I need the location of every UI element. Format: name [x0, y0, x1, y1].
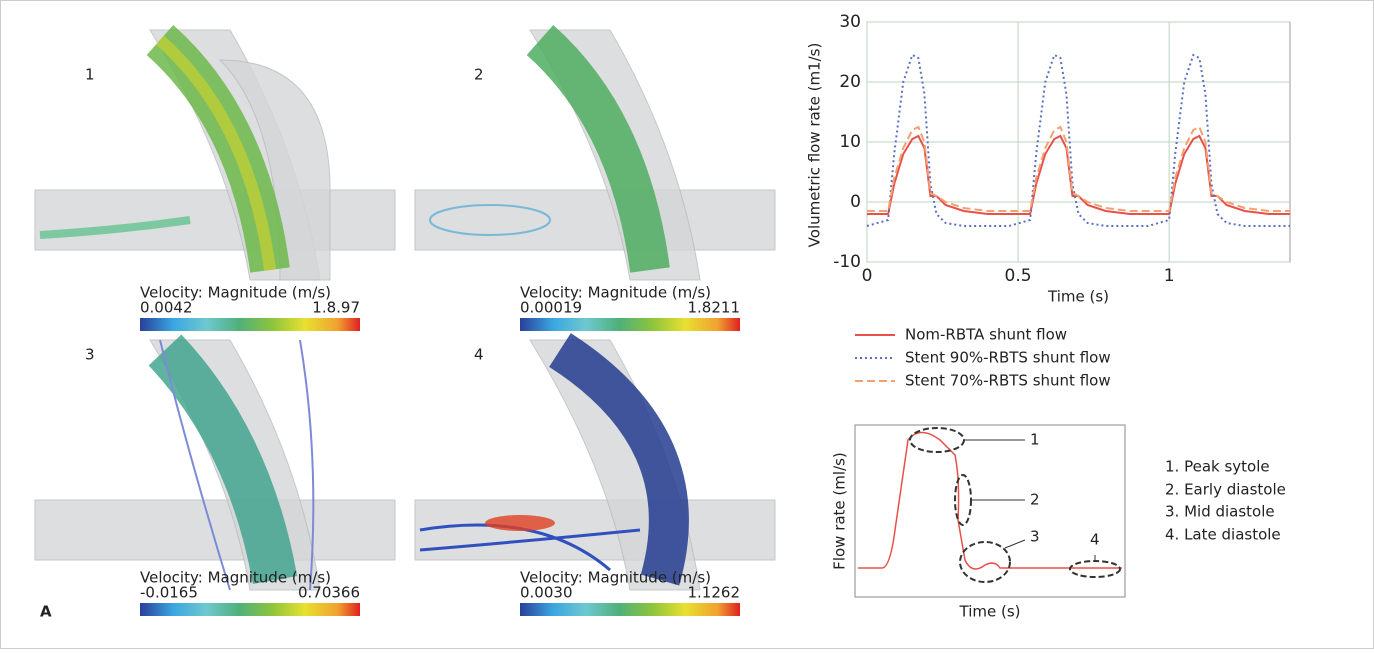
series-line: [867, 125, 1290, 212]
legend-label: Nom-RBTA shunt flow: [905, 326, 1067, 344]
marker: 3: [1030, 528, 1040, 546]
phase: 3. Mid diastole: [1165, 503, 1275, 521]
x-tick-label: 0: [862, 266, 873, 286]
panel-number: 4: [474, 346, 484, 364]
y-tick-label: 10: [839, 132, 861, 152]
panel-number: 2: [474, 66, 484, 84]
schematic: [854, 424, 1126, 598]
colorbar-max: 0.70366: [298, 584, 360, 602]
y-axis-label: Flow rate (ml/s): [831, 452, 849, 570]
y-tick-label: -10: [833, 252, 861, 272]
cfd-image: [34, 334, 396, 591]
x-tick-label: 1: [1164, 266, 1175, 286]
phase: 1. Peak sytole: [1165, 458, 1270, 476]
y-axis-label: Volumetric flow rate (m1/s): [806, 43, 824, 248]
x-axis-label: Time (s): [959, 603, 1021, 621]
panel-number: 1: [85, 66, 95, 84]
cfd-image: [34, 25, 396, 281]
cfd-image: [414, 25, 776, 281]
phase: 2. Early diastole: [1165, 481, 1286, 499]
colorbar-title: Velocity: Magnitude (m/s): [140, 569, 331, 587]
colorbar: [520, 603, 740, 616]
colorbar-max: 1.8211: [688, 299, 741, 317]
colorbar-min: 0.00019: [520, 299, 582, 317]
y-tick-label: 30: [839, 12, 861, 32]
y-tick-label: 20: [839, 72, 861, 92]
marker: 1: [1030, 431, 1040, 449]
x-tick-label: 0.5: [1005, 266, 1032, 286]
colorbar: [140, 318, 360, 331]
colorbar-min: 0.0042: [140, 299, 193, 317]
cfd-image: [414, 333, 776, 591]
colorbar: [140, 603, 360, 616]
phase: 4. Late diastole: [1165, 526, 1281, 544]
colorbar-title: Velocity: Magnitude (m/s): [520, 569, 711, 587]
panel-number: 3: [85, 346, 95, 364]
colorbar-max: 1.8.97: [312, 299, 360, 317]
legend-label: Stent 90%-RBTS shunt flow: [905, 349, 1111, 367]
colorbar-title: Velocity: Magnitude (m/s): [520, 284, 711, 302]
panel-label: A: [40, 603, 52, 621]
colorbar: [520, 318, 740, 331]
colorbar-max: 1.1262: [688, 584, 741, 602]
colorbar-min: 0.0030: [520, 584, 573, 602]
marker: 2: [1030, 491, 1040, 509]
marker: 4: [1090, 531, 1100, 549]
colorbar-title: Velocity: Magnitude (m/s): [140, 284, 331, 302]
y-tick-label: 0: [850, 192, 861, 212]
colorbar-min: -0.0165: [140, 584, 198, 602]
x-axis-label: Time (s): [1047, 288, 1109, 306]
legend-label: Stent 70%-RBTS shunt flow: [905, 372, 1111, 390]
